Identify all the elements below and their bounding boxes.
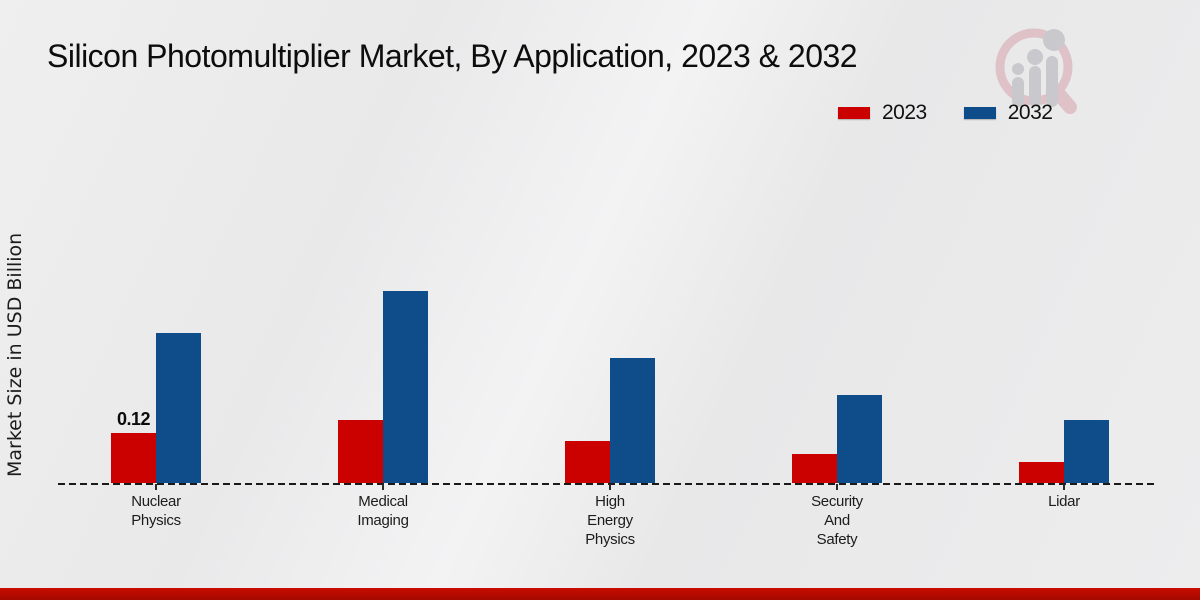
category-label-high-energy-physics: High Energy Physics xyxy=(585,493,635,548)
bar-2032-nuclear-physics xyxy=(156,333,201,483)
bar-2032-lidar xyxy=(1064,420,1109,483)
bar-value-label-2023-nuclear-physics: 0.12 xyxy=(116,409,151,429)
rising-bars-icon xyxy=(1012,29,1065,107)
bar-2023-medical-imaging xyxy=(338,420,383,483)
bar-2032-security-and-safety xyxy=(837,395,882,483)
legend-swatch-2032 xyxy=(963,107,996,119)
legend-item-2032: 2032 xyxy=(963,101,1053,125)
market-research-future-logo xyxy=(995,28,1077,114)
bar-2023-lidar xyxy=(1019,462,1064,483)
bar-2032-high-energy-physics xyxy=(610,358,655,483)
zero-baseline xyxy=(58,483,1158,485)
legend-label-2023: 2023 xyxy=(882,101,927,124)
legend-label-2032: 2032 xyxy=(1007,101,1053,124)
x-axis-tick xyxy=(155,484,157,490)
bar-2023-security-and-safety xyxy=(792,454,837,483)
category-label-nuclear-physics: Nuclear Physics xyxy=(131,493,181,529)
legend-swatch-2023 xyxy=(838,107,870,119)
bar-2023-nuclear-physics xyxy=(111,433,156,483)
x-axis-tick xyxy=(836,484,838,490)
bar-2023-high-energy-physics xyxy=(565,441,610,483)
x-axis-tick xyxy=(382,484,384,490)
category-label-lidar: Lidar xyxy=(1048,493,1080,510)
legend: 2023 2032 xyxy=(838,101,1053,125)
legend-item-2023: 2023 xyxy=(838,101,927,125)
category-label-medical-imaging: Medical Imaging xyxy=(357,493,409,529)
x-axis-tick xyxy=(1063,484,1065,490)
bar-2032-medical-imaging xyxy=(383,291,428,483)
category-label-security-and-safety: Security And Safety xyxy=(811,493,863,548)
chart-title: Silicon Photomultiplier Market, By Appli… xyxy=(47,38,858,74)
x-axis-tick xyxy=(609,484,611,490)
bottom-accent-bar xyxy=(0,588,1200,600)
